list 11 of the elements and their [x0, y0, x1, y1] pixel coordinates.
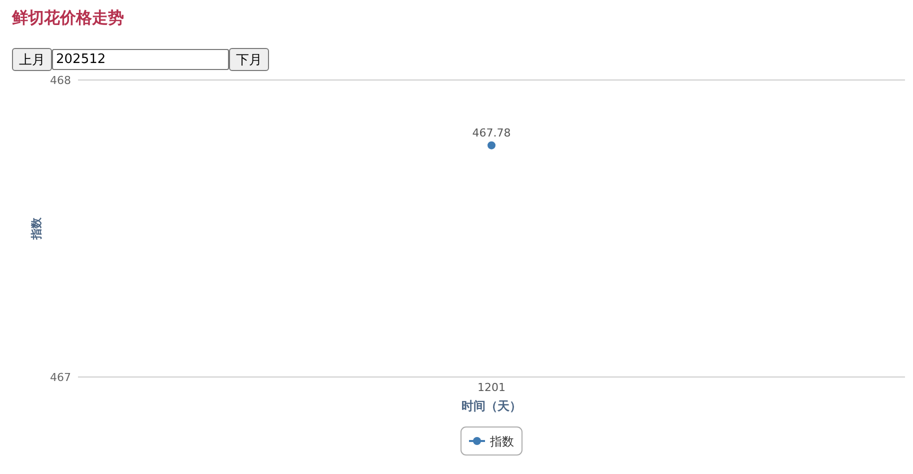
x-axis-title: 时间（天）: [462, 399, 522, 413]
x-tick-label: 1201: [478, 381, 506, 394]
y-tick-label: 467: [50, 371, 71, 384]
y-tick-label: 468: [50, 74, 71, 87]
data-label: 467.78: [472, 126, 511, 140]
legend-label: 指数: [489, 434, 514, 448]
button: 下月: [229, 48, 269, 71]
chart-title: 鲜切花价格走势: [11, 8, 124, 27]
y-axis-title: 指数: [30, 216, 43, 240]
text-field: 202512: [52, 49, 229, 70]
button: 上月: [12, 48, 52, 71]
